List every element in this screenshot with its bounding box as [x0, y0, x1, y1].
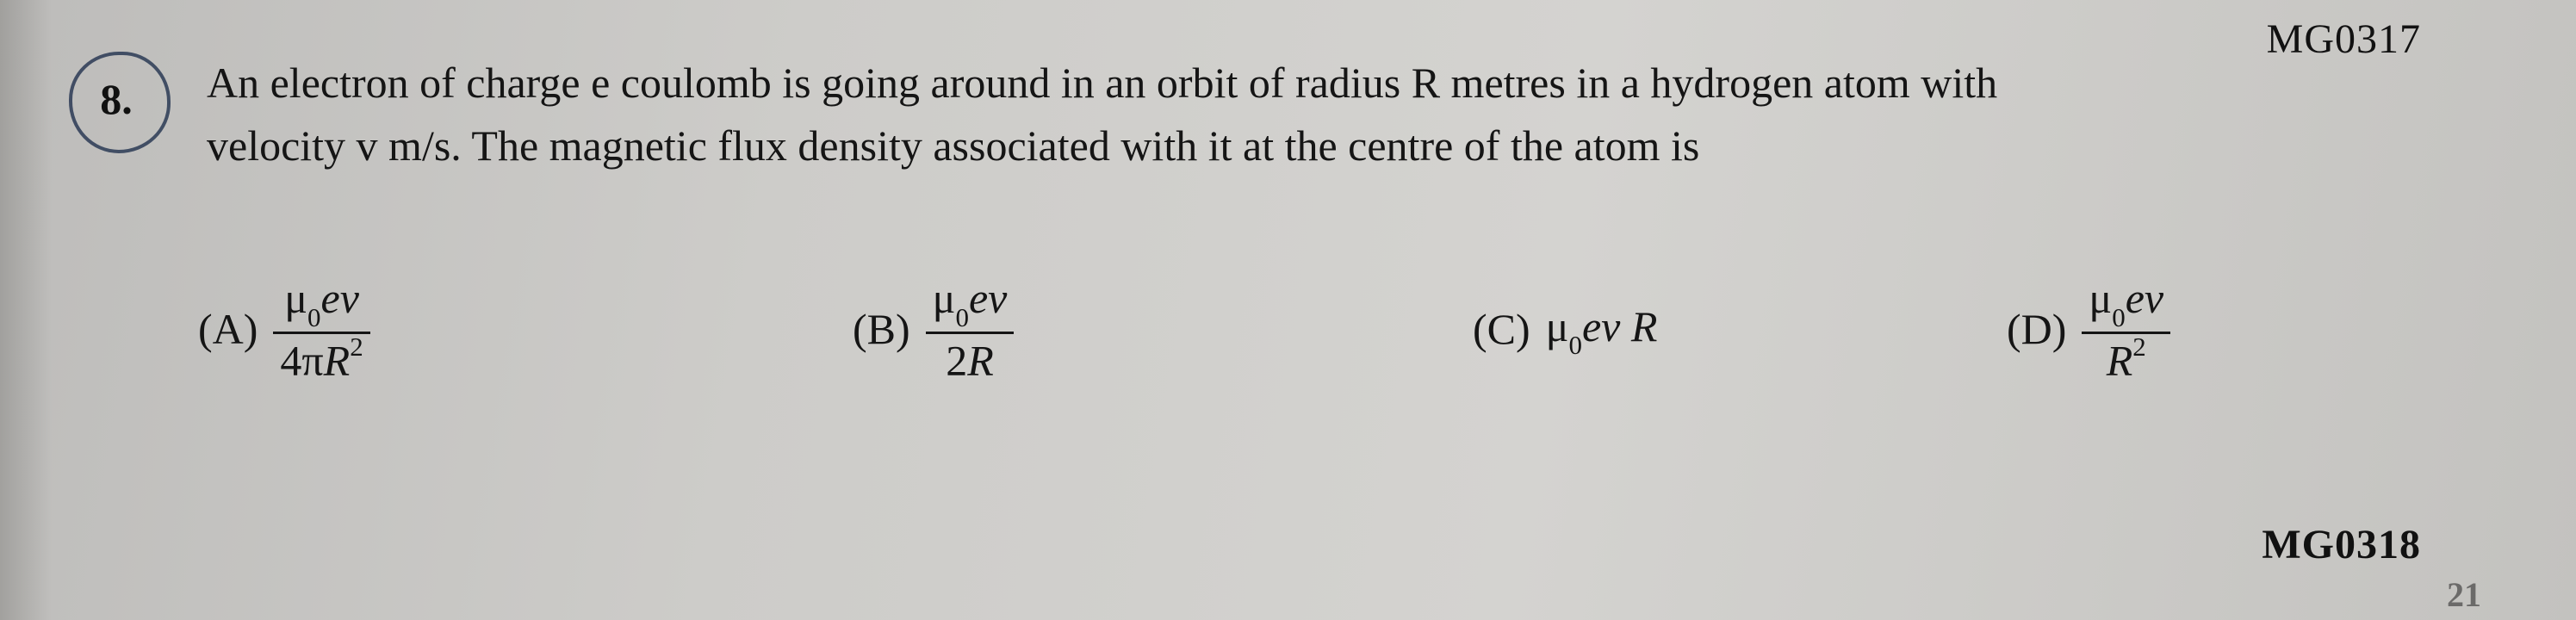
option-b-denominator: 2R	[939, 338, 1001, 383]
superscript-two: 2	[350, 332, 363, 362]
superscript-two: 2	[2132, 332, 2146, 362]
option-a-numerator: μ0ev	[277, 276, 366, 328]
option-d-label: (D)	[2007, 304, 2066, 354]
option-b: (B) μ0ev 2R	[853, 276, 1473, 383]
mu-symbol: μ	[2089, 274, 2112, 322]
subscript-zero: 0	[307, 302, 321, 332]
option-d: (D) μ0ev R2	[2007, 276, 2403, 383]
four-pi: 4π	[280, 336, 323, 384]
binding-shadow	[0, 0, 52, 620]
var-r: R	[967, 336, 994, 384]
hand-circle-icon	[69, 52, 171, 153]
question-line-1: An electron of charge e coulomb is going…	[207, 59, 1997, 107]
page-corner-fragment: 21	[2447, 574, 2481, 615]
option-b-label: (B)	[853, 304, 910, 354]
option-a-label: (A)	[198, 304, 258, 354]
option-a-denominator: 4πR2	[273, 338, 369, 383]
two: 2	[946, 336, 967, 384]
subscript-zero: 0	[1568, 330, 1582, 360]
option-d-numerator: μ0ev	[2082, 276, 2170, 328]
question-code-bottom: MG0318	[2262, 521, 2421, 568]
option-d-denominator: R2	[2100, 338, 2153, 383]
fraction-bar-icon	[926, 332, 1015, 334]
subscript-zero: 0	[2112, 302, 2126, 332]
option-a: (A) μ0ev 4πR2	[198, 276, 853, 383]
ev-text: ev	[321, 274, 359, 322]
var-r: R	[324, 336, 351, 384]
ev-text: ev	[969, 274, 1007, 322]
question-text: An electron of charge e coulomb is going…	[207, 52, 2421, 177]
option-b-fraction: μ0ev 2R	[926, 276, 1015, 383]
option-b-numerator: μ0ev	[926, 276, 1015, 328]
subscript-zero: 0	[955, 302, 969, 332]
options-row: (A) μ0ev 4πR2 (B) μ0ev 2R	[198, 276, 2421, 383]
page: MG0317 8. An electron of charge e coulom…	[0, 0, 2576, 620]
question-number-wrap: 8.	[69, 52, 164, 146]
var-r: R	[2107, 336, 2133, 384]
var-r: R	[1631, 302, 1658, 350]
fraction-bar-icon	[2082, 332, 2170, 334]
option-c-label: (C)	[1473, 304, 1530, 354]
option-c: (C) μ0ev R	[1473, 301, 2007, 357]
option-a-fraction: μ0ev 4πR2	[273, 276, 369, 383]
mu-symbol: μ	[933, 274, 956, 322]
ev-text: ev	[1582, 302, 1631, 350]
question-line-2: velocity v m/s. The magnetic flux densit…	[207, 121, 1699, 170]
ev-text: ev	[2126, 274, 2163, 322]
mu-symbol: μ	[1546, 302, 1569, 350]
option-c-expression: μ0ev R	[1546, 301, 1658, 357]
mu-symbol: μ	[284, 274, 307, 322]
option-d-fraction: μ0ev R2	[2082, 276, 2170, 383]
